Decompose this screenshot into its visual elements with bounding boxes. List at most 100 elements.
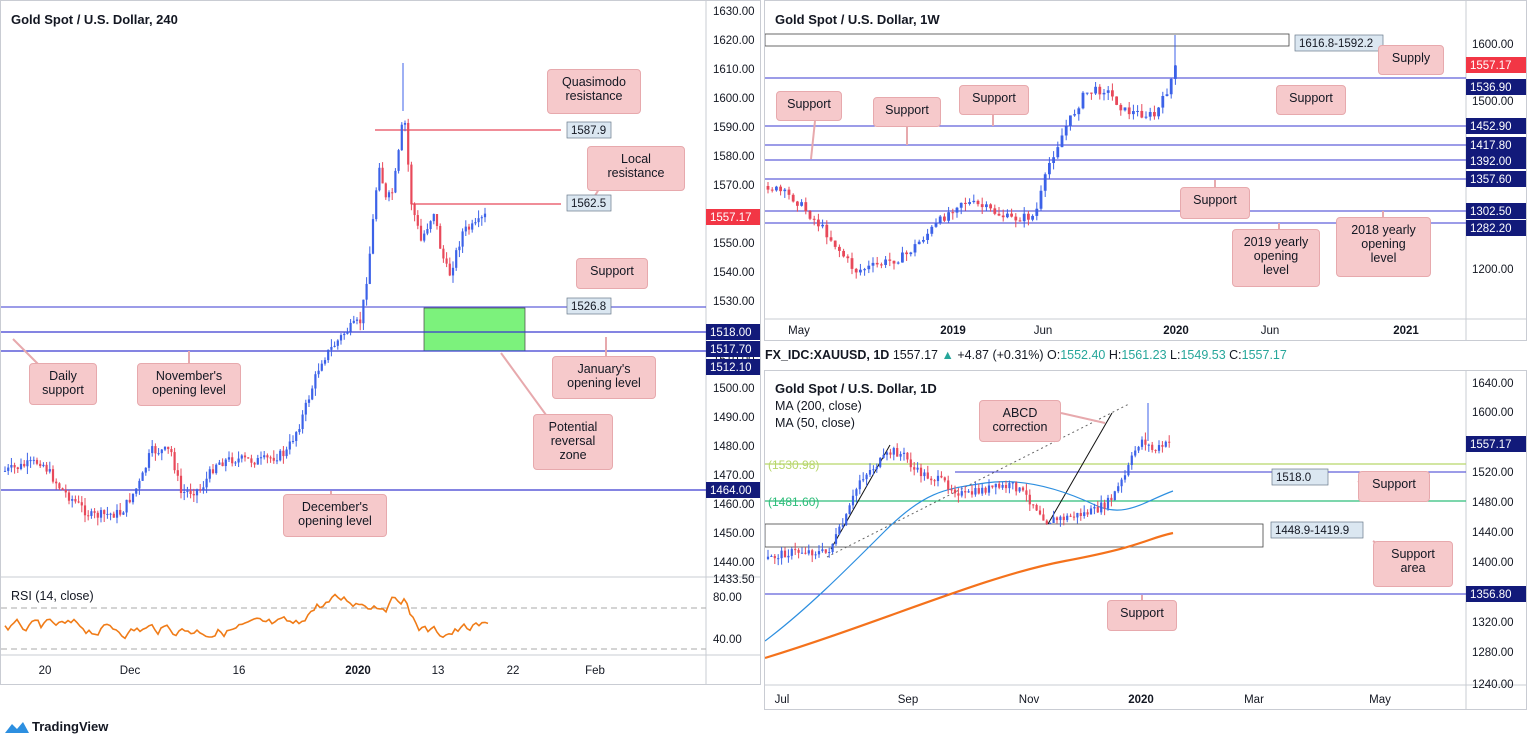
candle-body xyxy=(933,480,936,482)
candle-body xyxy=(23,463,26,467)
chart-1d[interactable]: 1640.00 1600.00 1520.00 1480.00 1440.00 1400.… xyxy=(764,370,1527,710)
price-tick-label: 1450.00 xyxy=(713,528,755,540)
candle-body xyxy=(968,202,971,204)
candle-body xyxy=(224,459,227,467)
candle-body xyxy=(1117,486,1120,492)
rsi-title: RSI (14, close) xyxy=(11,589,94,603)
high-value: 1561.23 xyxy=(1121,348,1167,362)
rsi-line xyxy=(4,593,489,640)
candle-body xyxy=(480,217,483,219)
candles-1d xyxy=(766,403,1171,566)
candle-body xyxy=(800,202,803,206)
candle-body xyxy=(871,262,875,266)
price-badge-label: 1512.10 xyxy=(710,362,752,374)
candle-body xyxy=(865,474,868,480)
candle-body xyxy=(349,322,352,332)
price-badge xyxy=(706,324,760,340)
time-tick-label: Sep xyxy=(898,694,918,706)
candle-body xyxy=(1039,190,1043,209)
candle-body xyxy=(141,472,144,481)
candle-body xyxy=(1001,215,1005,218)
candle-body xyxy=(365,283,368,300)
candle-body xyxy=(770,189,774,191)
candle-body xyxy=(128,499,131,503)
candle-body xyxy=(859,269,862,273)
candle-body xyxy=(285,449,288,457)
candle-body xyxy=(192,493,195,496)
candle-body xyxy=(477,218,480,223)
chart-1d-canvas[interactable]: 1640.00 1600.00 1520.00 1480.00 1440.00 1400.… xyxy=(765,371,1527,710)
candle-body xyxy=(317,370,320,375)
chart-1w[interactable]: 1600.00 1500.00 1200.00 May 2019 Jun 2020 Jun 2… xyxy=(764,0,1527,341)
candle-body xyxy=(977,488,980,494)
candle-body xyxy=(474,222,477,224)
candle-body xyxy=(90,511,93,516)
chart-240-canvas[interactable]: 1630.00 1620.00 1610.00 1600.00 1590.00 1580.… xyxy=(1,1,761,685)
candle-body xyxy=(1032,504,1035,506)
candle-body xyxy=(913,244,917,253)
candle-body xyxy=(787,555,790,558)
abcd-dotted-line xyxy=(826,403,1130,558)
candle-body xyxy=(154,446,157,454)
candle-body xyxy=(783,550,787,558)
price-badge xyxy=(1466,57,1526,73)
candle-body xyxy=(339,335,343,341)
candle-body xyxy=(959,202,963,208)
candle-body xyxy=(26,460,29,467)
price-tick-label: 1630.00 xyxy=(713,6,755,18)
candle-body xyxy=(202,487,205,490)
candle-body xyxy=(387,192,391,198)
candle-body xyxy=(362,299,365,324)
candle-body xyxy=(432,214,435,222)
candle-body xyxy=(391,192,394,194)
candle-body xyxy=(7,467,10,471)
candle-body xyxy=(288,441,291,450)
chart-240[interactable]: 1630.00 1620.00 1610.00 1600.00 1590.00 1580.… xyxy=(0,0,761,685)
candle-body xyxy=(783,189,787,192)
candle-body xyxy=(189,490,192,494)
candle-body xyxy=(1093,506,1096,509)
level-tag xyxy=(1271,468,1329,486)
candle-body xyxy=(1098,86,1102,95)
candle-body xyxy=(989,204,992,209)
candle-body xyxy=(346,331,349,334)
candle-body xyxy=(787,189,791,195)
price-tick-label: 1490.00 xyxy=(713,412,755,424)
candle-body xyxy=(442,248,445,259)
candle-body xyxy=(471,223,474,230)
candle-body xyxy=(371,219,375,254)
candle-body xyxy=(1072,516,1076,518)
candle-body xyxy=(144,467,147,473)
fib-labels: (1530.98) (1481.60) xyxy=(768,458,819,509)
candle-body xyxy=(1060,135,1064,148)
candle-body xyxy=(872,469,875,471)
candle-body xyxy=(831,543,834,553)
candle-body xyxy=(1025,490,1028,495)
level-tag xyxy=(1270,521,1364,539)
time-axis-240: 20 Dec 16 2020 13 22 Feb xyxy=(39,665,605,677)
candle-body xyxy=(330,346,333,350)
price-badge-label: 1517.70 xyxy=(710,344,752,356)
candle-body xyxy=(1031,215,1034,220)
chart-1w-canvas[interactable]: 1600.00 1500.00 1200.00 May 2019 Jun 2020 Jun 2… xyxy=(765,1,1527,341)
close-value: 1557.17 xyxy=(1241,348,1287,362)
price-badge-label: 1282.20 xyxy=(1470,223,1512,235)
candle-body xyxy=(1038,510,1042,515)
ma200-label: MA (200, close) xyxy=(775,399,862,413)
candle-body xyxy=(29,460,32,462)
candle-body xyxy=(429,221,432,230)
time-tick-label: 2019 xyxy=(940,325,966,337)
candle-body xyxy=(1064,126,1068,136)
candle-body xyxy=(256,458,259,465)
candle-body xyxy=(333,345,336,347)
candle-body xyxy=(838,526,841,535)
tradingview-logo[interactable]: TradingView xyxy=(4,719,108,734)
symbol-name: FX_IDC:XAUUSD, 1D xyxy=(765,348,890,362)
candle-body xyxy=(1165,94,1169,97)
candle-body xyxy=(811,550,814,556)
candle-body xyxy=(211,469,215,474)
price-tick-label: 1600.00 xyxy=(1472,39,1514,51)
high-label: H: xyxy=(1108,348,1122,362)
candle-body xyxy=(899,453,902,457)
candle-body xyxy=(467,226,471,230)
